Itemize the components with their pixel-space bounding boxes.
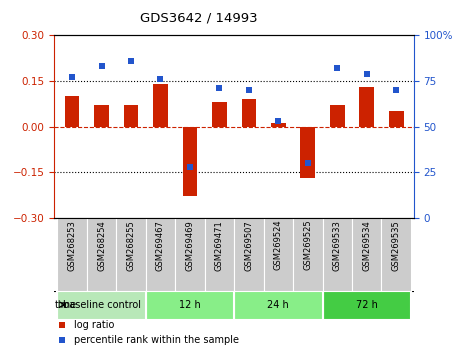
- Point: [157, 76, 164, 82]
- Text: GSM269471: GSM269471: [215, 220, 224, 270]
- Text: 12 h: 12 h: [179, 300, 201, 310]
- Text: GSM269534: GSM269534: [362, 220, 371, 270]
- Bar: [94, 105, 109, 126]
- Bar: [300, 126, 315, 178]
- Text: percentile rank within the sample: percentile rank within the sample: [74, 335, 239, 345]
- Text: GSM269469: GSM269469: [185, 220, 194, 270]
- Point: [59, 322, 66, 328]
- Bar: [381, 218, 411, 291]
- Text: 72 h: 72 h: [356, 300, 377, 310]
- Point: [68, 74, 76, 80]
- Bar: [234, 218, 263, 291]
- Bar: [153, 84, 168, 126]
- Point: [363, 71, 370, 76]
- Point: [393, 87, 400, 93]
- Text: GSM268253: GSM268253: [68, 220, 77, 271]
- Bar: [263, 218, 293, 291]
- Bar: [359, 87, 374, 126]
- Bar: [242, 99, 256, 126]
- Bar: [65, 96, 79, 126]
- Point: [304, 160, 312, 166]
- Bar: [146, 218, 175, 291]
- Bar: [293, 218, 323, 291]
- Bar: [57, 218, 87, 291]
- Text: GSM269467: GSM269467: [156, 220, 165, 271]
- Point: [245, 87, 253, 93]
- Bar: [116, 218, 146, 291]
- Point: [59, 337, 66, 343]
- Bar: [57, 291, 146, 319]
- Point: [216, 85, 223, 91]
- Bar: [330, 105, 345, 126]
- Point: [333, 65, 341, 71]
- Point: [274, 118, 282, 124]
- Bar: [183, 126, 197, 196]
- Bar: [175, 218, 205, 291]
- Bar: [352, 218, 381, 291]
- Text: GSM269533: GSM269533: [333, 220, 342, 271]
- Point: [127, 58, 135, 64]
- Text: log ratio: log ratio: [74, 320, 114, 330]
- Point: [186, 164, 194, 170]
- Bar: [146, 291, 234, 319]
- Text: GSM268255: GSM268255: [126, 220, 135, 270]
- Text: GSM269524: GSM269524: [274, 220, 283, 270]
- Bar: [323, 291, 411, 319]
- Bar: [212, 102, 227, 126]
- Bar: [323, 218, 352, 291]
- Text: 24 h: 24 h: [267, 300, 289, 310]
- Text: GSM269535: GSM269535: [392, 220, 401, 270]
- Text: time: time: [55, 300, 77, 310]
- Bar: [87, 218, 116, 291]
- Text: GSM269507: GSM269507: [245, 220, 254, 270]
- Text: GDS3642 / 14993: GDS3642 / 14993: [140, 12, 257, 25]
- Text: GSM269525: GSM269525: [303, 220, 312, 270]
- Bar: [205, 218, 234, 291]
- Text: baseline control: baseline control: [62, 300, 140, 310]
- Bar: [389, 112, 403, 126]
- Bar: [234, 291, 323, 319]
- Text: GSM268254: GSM268254: [97, 220, 106, 270]
- Point: [98, 64, 105, 69]
- Bar: [271, 124, 286, 126]
- Bar: [123, 105, 139, 126]
